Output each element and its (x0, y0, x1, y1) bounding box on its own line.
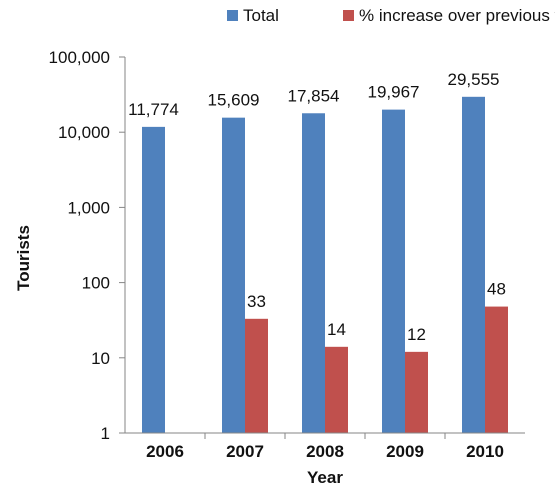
x-axis: 2006 2007 2008 2009 2010 (125, 432, 525, 461)
y-tick-label: 100 (82, 274, 110, 293)
x-tick-label: 2010 (466, 442, 504, 461)
y-axis: 1 10 100 1,000 10,000 100,000 (49, 48, 126, 443)
data-label: 17,854 (288, 86, 340, 105)
x-tick-label: 2006 (146, 442, 184, 461)
bars: 11,774 15,609 33 17,854 14 19,967 12 29,555 48 (128, 70, 508, 434)
data-label: 29,555 (448, 70, 500, 89)
y-tick-label: 1 (101, 424, 110, 443)
bar-total (142, 126, 165, 433)
x-tick-label: 2007 (226, 442, 264, 461)
data-label: 48 (487, 280, 506, 299)
y-tick-label: 1,000 (67, 198, 110, 217)
bar-total (462, 96, 485, 434)
y-tick-label: 100,000 (49, 48, 110, 67)
x-tick-label: 2009 (386, 442, 424, 461)
bar-pct-increase (325, 346, 348, 433)
data-label: 11,774 (128, 100, 179, 119)
bar-pct-increase (245, 318, 268, 433)
data-label: 33 (247, 292, 266, 311)
bar-pct-increase (405, 351, 428, 433)
bar-total (302, 113, 325, 434)
bar-pct-increase (485, 306, 508, 433)
legend-label: % increase over previous year (359, 6, 555, 25)
data-label: 19,967 (368, 83, 420, 102)
y-tick-label: 10,000 (58, 123, 110, 142)
x-axis-title: Year (307, 468, 343, 487)
bar-total (222, 117, 245, 433)
x-tick-label: 2008 (306, 442, 344, 461)
legend: Total % increase over previous year (227, 6, 555, 25)
data-label: 15,609 (208, 91, 260, 110)
legend-swatch (343, 10, 354, 21)
y-tick-label: 10 (91, 349, 110, 368)
data-label: 12 (407, 325, 426, 344)
y-axis-title: Tourists (14, 225, 33, 291)
legend-label: Total (243, 6, 279, 25)
legend-swatch (227, 10, 238, 21)
data-label: 14 (327, 320, 346, 339)
bar-total (382, 109, 405, 433)
